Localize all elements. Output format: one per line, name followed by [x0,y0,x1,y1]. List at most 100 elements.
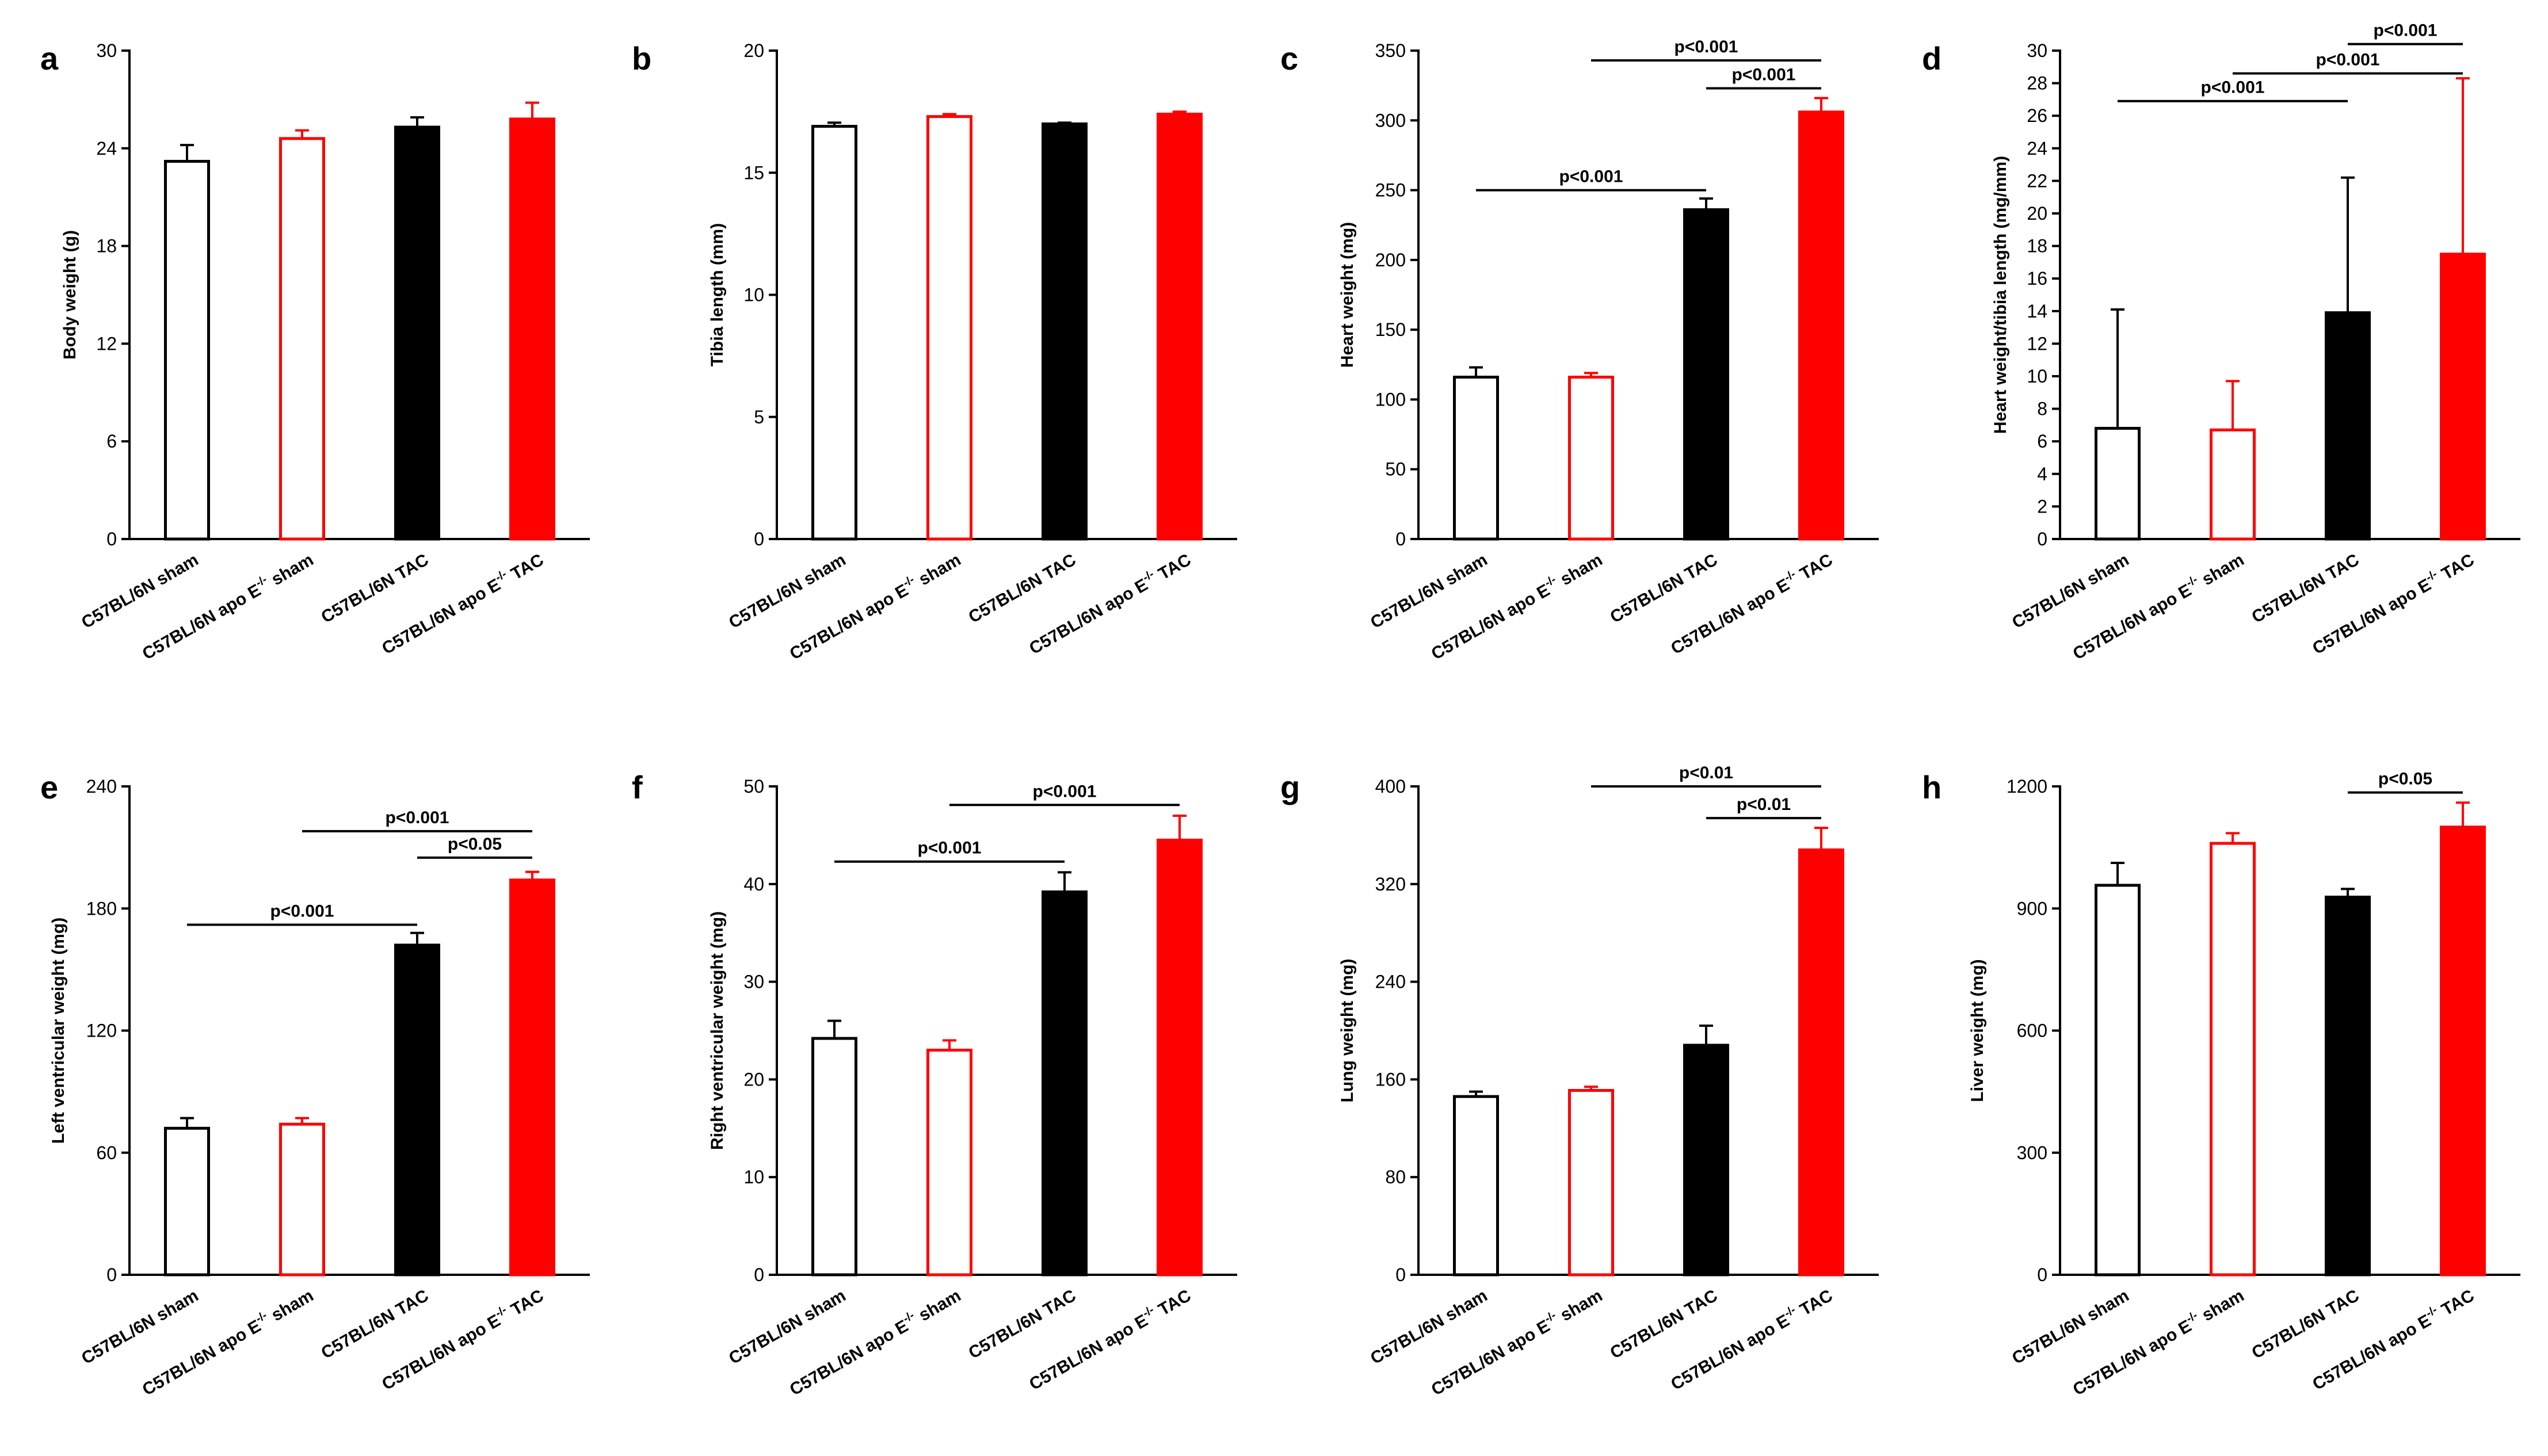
y-tick-label: 240 [86,776,117,797]
y-tick-label: 20 [743,1069,764,1090]
category-label: C57BL/6N sham [1367,550,1490,632]
category-label: C57BL/6N sham [2009,1286,2132,1368]
bar-2 [2210,428,2256,541]
category-label: C57BL/6N TAC [1607,550,1721,626]
category-label: C57BL/6N TAC [2249,1286,2363,1362]
y-tick-label: 12 [2027,333,2047,354]
significance-label: p<0.001 [1033,782,1097,801]
y-tick-label: 12 [96,333,117,354]
category-label: C57BL/6N TAC [966,1286,1080,1362]
category-label: C57BL/6N sham [726,1286,849,1368]
category-label: C57BL/6N sham [1367,1286,1490,1368]
y-tick-label: 40 [743,874,764,895]
y-axis-label: Heart weight/tibia length (mg/mm) [1991,156,2010,434]
y-tick-label: 120 [86,1021,117,1041]
bar-3 [394,943,440,1277]
y-axis-label: Heart weight (mg) [1338,222,1357,368]
significance-label: p<0.05 [448,835,502,854]
bar-1 [2095,427,2141,541]
bar-4 [1798,110,1844,541]
y-tick-label: 350 [1375,40,1406,61]
significance-label: p<0.01 [1679,763,1733,782]
y-tick-label: 22 [2027,170,2047,191]
y-tick-label: 5 [754,407,764,427]
significance-label: p<0.001 [918,839,982,858]
significance-label: p<0.001 [2201,78,2265,97]
y-tick-label: 60 [96,1142,117,1163]
panel-a: a 0 6 12 18 24 30 Body weight (g) C57BL/6N sham C… [40,40,590,664]
y-tick-label: 50 [1385,459,1406,480]
bar-1 [164,1126,210,1277]
y-tick-label: 10 [743,285,764,305]
y-tick-label: 30 [2027,40,2047,61]
bar-2 [279,137,325,541]
bar-4 [509,878,555,1277]
y-axis-label: Body weight (g) [60,230,79,360]
y-tick-label: 400 [1375,776,1406,797]
bar-2 [279,1122,325,1277]
category-label: C57BL/6N sham [2009,550,2132,632]
y-tick-label: 0 [754,1264,764,1285]
category-label: C57BL/6N TAC [1607,1286,1721,1362]
y-tick-label: 4 [2037,464,2047,484]
bar-3 [394,125,440,541]
significance-label: p<0.001 [1674,37,1738,56]
category-label: C57BL/6N TAC [318,550,432,626]
y-tick-label: 18 [2027,236,2047,257]
y-tick-label: 900 [2017,898,2047,919]
y-tick-label: 18 [96,236,117,257]
y-axis-label: Liver weight (mg) [1968,959,1987,1102]
bar-4 [1157,112,1203,541]
y-tick-label: 80 [1385,1167,1406,1187]
bar-2 [926,115,972,541]
bar-1 [1453,1095,1499,1277]
bar-3 [1042,122,1088,541]
bar-2 [1568,376,1614,541]
y-tick-label: 14 [2027,301,2047,322]
bar-1 [1453,376,1499,541]
y-tick-label: 30 [96,40,117,61]
y-tick-label: 30 [743,972,764,992]
panel-c: c 0 50 100 150 200 250 300 350 Heart weight (mg) C… [1280,37,1879,664]
y-tick-label: 16 [2027,268,2047,289]
y-tick-label: 0 [1395,1264,1406,1285]
panel-label: d [1922,40,1941,77]
significance-label: p<0.001 [270,902,334,921]
y-tick-label: 20 [2027,203,2047,224]
y-tick-label: 0 [106,1264,117,1285]
y-axis-label: Lung weight (mg) [1338,959,1357,1103]
y-tick-label: 50 [743,776,764,797]
category-label: C57BL/6N sham [726,550,849,632]
category-label: C57BL/6N TAC [966,550,1080,626]
y-tick-label: 250 [1375,180,1406,201]
y-tick-label: 28 [2027,73,2047,94]
bar-4 [509,117,555,541]
panel-f: f 0 10 20 30 40 50 Right ventricular weight (mg… [632,769,1237,1400]
significance-label: p<0.001 [386,808,449,827]
bar-4 [1157,838,1203,1277]
panel-g: g 0 80 160 240 320 400 Lung weight (mg) C57BL/6N… [1280,763,1879,1400]
bar-3 [1683,208,1729,541]
y-tick-label: 300 [2017,1142,2047,1163]
bar-1 [2095,884,2141,1277]
panel-label: h [1922,769,1941,805]
y-tick-label: 200 [1375,250,1406,270]
significance-label: p<0.001 [2316,51,2380,70]
y-tick-label: 0 [1395,529,1406,549]
bar-3 [1683,1044,1729,1277]
y-tick-label: 300 [1375,110,1406,131]
bar-1 [164,159,210,541]
category-label: C57BL/6N TAC [318,1286,432,1362]
y-axis-label: Right ventricular weight (mg) [708,911,727,1150]
y-tick-label: 6 [106,431,117,452]
category-label: C57BL/6N sham [78,1286,201,1368]
y-tick-label: 26 [2027,105,2047,126]
y-axis-label: Left ventricular weight (mg) [49,918,68,1144]
y-tick-label: 15 [743,162,764,183]
panel-label: g [1280,769,1300,805]
y-tick-label: 160 [1375,1069,1406,1090]
y-tick-label: 0 [106,529,117,549]
bar-2 [1568,1089,1614,1277]
panel-h: h 0 300 600 900 1200 Liver weight (mg) C57BL/6N… [1922,769,2520,1400]
